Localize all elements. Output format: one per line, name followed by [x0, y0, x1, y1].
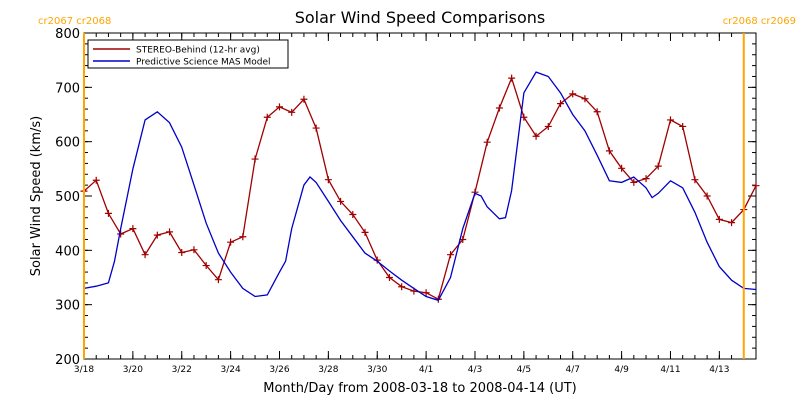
chart-title: Solar Wind Speed Comparisons	[295, 8, 546, 27]
series-point	[715, 215, 723, 223]
series-layer	[80, 71, 760, 303]
x-tick-label: 4/9	[614, 365, 629, 375]
x-tick-label: 4/7	[565, 365, 579, 375]
series-point	[483, 138, 491, 146]
series-point	[581, 95, 589, 103]
x-tick-label: 4/5	[517, 365, 531, 375]
series-point	[593, 108, 601, 116]
series-point	[495, 104, 503, 112]
series-point	[679, 122, 687, 130]
x-tick-label: 3/18	[74, 365, 94, 375]
series-point	[166, 228, 174, 236]
axis-ticks: 3/18 3/20 3/22 3/24 3/26 3/28 3/30 4/1 4/3 4/5 4/7…	[55, 27, 757, 375]
series-point	[385, 274, 393, 281]
series-point	[300, 95, 308, 103]
series-point	[178, 249, 186, 257]
series-point	[337, 197, 345, 205]
carrington-marker-label: cr2068 cr2069	[723, 16, 796, 27]
series-point	[605, 147, 613, 155]
series-point	[752, 182, 760, 190]
x-tick-label: 4/1	[419, 365, 433, 375]
x-tick-label: 3/26	[269, 365, 289, 375]
series-point	[349, 210, 357, 218]
x-tick-label: 4/3	[468, 365, 482, 375]
carrington-label-part: cr2068	[723, 16, 758, 27]
series-point	[398, 283, 406, 291]
x-tick-label: 4/11	[660, 365, 680, 375]
series-point	[520, 113, 528, 121]
series-point	[153, 231, 161, 239]
series-point	[275, 103, 283, 111]
series-point	[447, 251, 455, 259]
series-point	[728, 219, 736, 227]
x-tick-label: 3/24	[221, 365, 241, 375]
series-point	[544, 122, 552, 130]
series-point	[227, 238, 235, 246]
y-tick-label: 600	[55, 136, 80, 151]
series-point	[239, 233, 247, 241]
series-point	[630, 178, 638, 186]
legend: STEREO-Behind (12-hr avg) Predictive Scie…	[87, 39, 289, 69]
series-point	[569, 90, 577, 98]
carrington-label-part: cr2068	[73, 16, 111, 27]
legend-box	[87, 39, 289, 69]
series-point	[190, 246, 198, 254]
legend-label-0: STEREO-Behind (12-hr avg)	[136, 46, 260, 56]
series-point	[642, 175, 650, 183]
x-tick-label: 3/20	[123, 365, 143, 375]
y-tick-label: 400	[55, 244, 80, 259]
carrington-label-part: cr2067	[38, 16, 73, 27]
series-point	[422, 289, 430, 297]
series-line-0	[83, 76, 757, 301]
y-tick-label: 200	[55, 353, 80, 368]
x-tick-label: 3/30	[367, 365, 387, 375]
series-point	[361, 228, 369, 236]
series-point	[141, 251, 149, 259]
series-point	[557, 100, 565, 108]
series-point	[202, 262, 210, 270]
series-point	[92, 176, 100, 184]
y-tick-label: 300	[55, 299, 80, 314]
series-point	[532, 132, 540, 140]
series-line-1	[83, 71, 757, 302]
series-point	[703, 192, 711, 200]
series-point	[654, 162, 662, 170]
series-point	[691, 176, 699, 184]
series-point	[263, 113, 271, 121]
series-point	[618, 164, 626, 172]
series-point	[666, 116, 674, 124]
x-axis-label: Month/Day from 2008-03-18 to 2008-04-14 …	[263, 381, 576, 396]
series-point	[129, 225, 137, 233]
carrington-marker-label: cr2067 cr2068	[38, 16, 111, 27]
series-point	[104, 209, 112, 217]
x-tick-label: 3/22	[172, 365, 192, 375]
carrington-label-part: cr2069	[758, 16, 796, 27]
carrington-markers: cr2067 cr2068 cr2068 cr2069	[38, 16, 796, 359]
series-point	[508, 74, 516, 82]
y-tick-label: 700	[55, 81, 80, 96]
series-point	[251, 155, 259, 163]
series-point	[288, 108, 296, 116]
x-tick-label: 4/13	[709, 365, 729, 375]
series-point	[324, 176, 332, 184]
y-tick-label: 800	[55, 27, 80, 42]
y-tick-label: 500	[55, 190, 80, 205]
legend-label-1: Predictive Science MAS Model	[136, 58, 271, 68]
y-axis-label: Solar Wind Speed (km/s)	[29, 116, 44, 276]
x-tick-label: 3/28	[318, 365, 338, 375]
series-point	[312, 124, 320, 132]
series-point	[214, 276, 222, 284]
